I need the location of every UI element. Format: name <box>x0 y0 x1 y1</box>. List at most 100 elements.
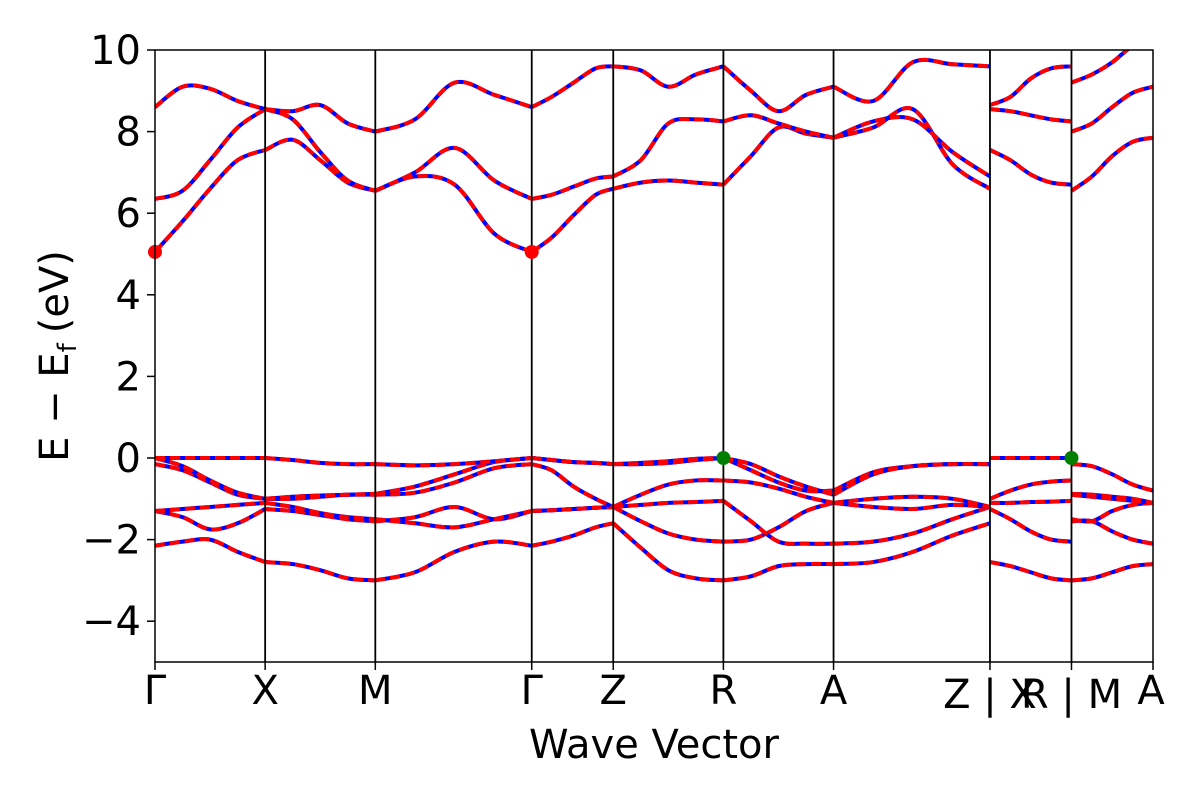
band-up-M-Γ-7 <box>374 145 533 201</box>
x-axis-label: Wave Vector <box>529 722 780 768</box>
band-up-X-R-3 <box>989 478 1072 501</box>
band-down-Γ-X-2 <box>155 500 266 514</box>
band-up-Γ-Z-7 <box>531 174 614 201</box>
high-symmetry-lines <box>264 50 1073 662</box>
band-up-M-A-4 <box>1071 462 1153 493</box>
band-up-Γ-Z-0 <box>531 521 614 548</box>
band-down-Γ-Z-3 <box>531 462 615 509</box>
x-tick-label-9: A <box>1137 668 1165 714</box>
band-down-Γ-X-7 <box>155 107 267 201</box>
x-tick-label-3: Γ <box>521 668 544 714</box>
y-axis-label-main: E − E <box>32 352 78 462</box>
band-up-X-R-1 <box>989 507 1072 544</box>
y-tick-label-6: 8 <box>116 110 141 156</box>
band-up-X-M-6 <box>264 137 376 193</box>
band-down-X-M-6 <box>264 137 376 193</box>
band-down-R-A-5 <box>722 456 835 497</box>
band-down-R-A-7 <box>722 113 834 140</box>
x-tick-label-0: Γ <box>144 668 167 714</box>
band-down-M-A-5 <box>1071 491 1153 505</box>
band-up-Γ-Z-5 <box>531 456 614 467</box>
band-down-R-A-3 <box>723 478 834 505</box>
vbm-marker-0 <box>716 451 731 465</box>
band-down-X-M-4 <box>265 491 376 501</box>
x-tick-label-7: Z | X <box>943 672 1037 718</box>
cbm-marker-1 <box>524 244 539 259</box>
band-down-Z-R-8 <box>612 64 724 89</box>
band-down-X-M-0 <box>265 560 376 583</box>
x-tick-label-5: R <box>709 668 737 714</box>
band-down-Z-R-2 <box>613 498 724 509</box>
band-up-X-R-7 <box>989 107 1072 124</box>
band-down-M-A-0 <box>1071 562 1153 583</box>
band-down-A-Z-1 <box>833 505 991 546</box>
band-down-M-Γ-0 <box>374 539 532 583</box>
band-down-Γ-X-4 <box>155 456 266 501</box>
band-up-A-Z-7 <box>832 114 992 179</box>
y-tick-label-0: −4 <box>82 599 141 645</box>
band-down-R-A-1 <box>723 500 835 544</box>
band-down-A-Z-5 <box>832 461 990 497</box>
y-axis-ticks: −4 −2 0 2 4 6 8 10 <box>82 28 155 645</box>
band-down-Γ-X-1 <box>155 507 267 532</box>
band-down-Z-R-3 <box>612 478 724 509</box>
band-down-A-Z-8 <box>832 57 991 104</box>
band-down-Z-R-5 <box>613 456 724 467</box>
band-down-Z-R-7 <box>612 116 724 179</box>
plot-frame <box>154 49 1154 663</box>
band-down-X-R-8 <box>989 64 1072 107</box>
band-up-X-M-7 <box>264 107 377 193</box>
band-down-Z-R-0 <box>611 521 724 583</box>
band-down-M-Γ-5 <box>375 456 532 468</box>
x-tick-label-1: X <box>251 668 278 714</box>
band-down-M-Γ-2 <box>375 509 533 530</box>
band-down-Z-R-1 <box>612 505 724 544</box>
band-down-R-A-2 <box>722 499 834 546</box>
band-down-A-Z-2 <box>833 500 991 512</box>
band-down-Γ-Z-8 <box>530 64 614 109</box>
y-tick-label-4: 4 <box>116 273 141 319</box>
band-down-Γ-X-0 <box>155 537 266 564</box>
band-down-M-A-8 <box>1070 50 1131 85</box>
y-axis-label: E − Ef (eV) <box>32 250 83 462</box>
band-down-A-Z-0 <box>833 521 991 567</box>
y-tick-label-2: 0 <box>116 436 141 482</box>
band-down-X-M-7 <box>264 107 377 193</box>
band-up-M-A-0 <box>1071 562 1153 583</box>
band-down-X-R-2 <box>989 498 1072 505</box>
x-tick-label-6: A <box>820 668 848 714</box>
band-down-Γ-Z-2 <box>531 504 614 514</box>
x-tick-label-4: Z <box>600 668 627 714</box>
band-up-X-M-8 <box>264 102 376 134</box>
y-axis-label-unit: (eV) <box>32 250 78 333</box>
y-axis-label-subscript: f <box>53 342 83 352</box>
band-down-X-R-1 <box>989 507 1072 544</box>
band-down-M-Γ-7 <box>374 145 533 201</box>
band-down-R-A-8 <box>722 64 835 114</box>
x-tick-label-2: M <box>358 668 393 714</box>
band-down-Γ-X-8 <box>155 83 266 112</box>
band-down-Γ-Z-6 <box>530 186 614 254</box>
band-down-X-R-6 <box>989 148 1072 187</box>
x-axis-ticks: Γ X M Γ Z R A Z | XR | M A <box>144 662 1165 718</box>
y-tick-label-7: 10 <box>90 28 141 74</box>
bands-layer <box>155 50 1153 583</box>
band-up-X-R-6 <box>989 148 1072 187</box>
band-up-Γ-Z-8 <box>530 64 614 109</box>
x-tick-label-8: R | M <box>1021 672 1122 718</box>
band-down-R-A-6 <box>721 124 834 187</box>
band-up-M-A-2 <box>1071 500 1153 524</box>
band-down-Z-R-6 <box>612 178 724 191</box>
band-up-R-A-1 <box>723 500 835 544</box>
band-down-A-Z-3 <box>833 494 991 509</box>
band-down-X-R-7 <box>989 107 1072 124</box>
band-up-M-A-1 <box>1071 518 1153 546</box>
band-up-M-A-6 <box>1070 135 1153 193</box>
band-up-X-R-0 <box>989 560 1072 583</box>
y-tick-label-1: −2 <box>82 518 141 564</box>
band-down-A-Z-6 <box>833 106 992 191</box>
band-down-X-M-5 <box>265 456 376 467</box>
band-down-M-Γ-8 <box>374 79 533 134</box>
band-down-M-A-7 <box>1070 84 1153 134</box>
band-down-M-Γ-1 <box>375 504 533 524</box>
